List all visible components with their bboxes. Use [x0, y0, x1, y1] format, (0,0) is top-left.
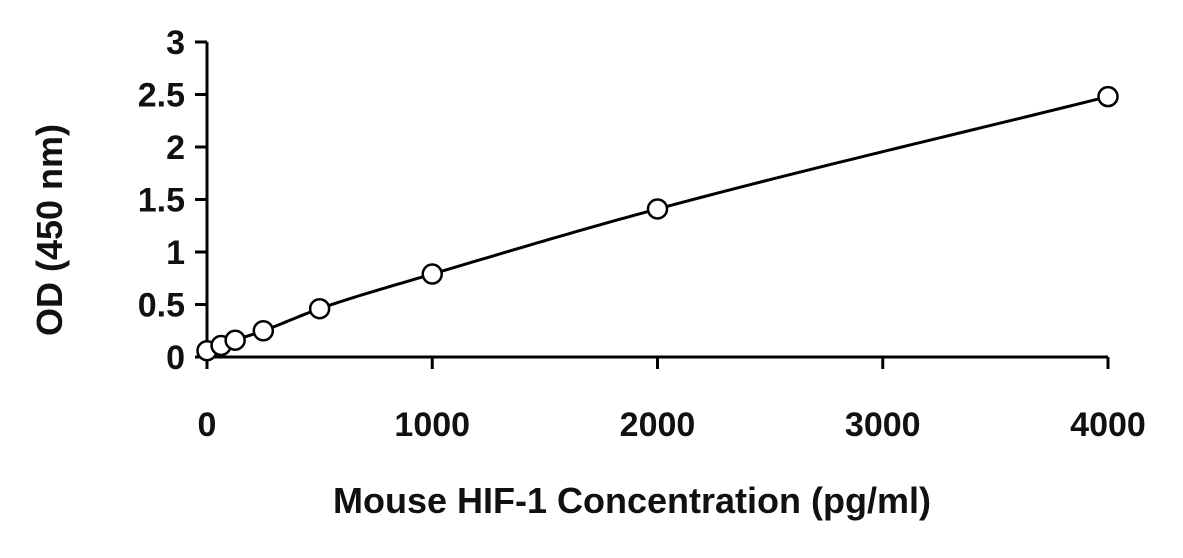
data-point — [646, 198, 669, 220]
y-tick-label: 2.5 — [138, 77, 185, 115]
y-tick-label: 0.5 — [138, 287, 185, 325]
y-tick-label: 0 — [166, 339, 185, 377]
x-tick-label: 4000 — [1070, 406, 1146, 444]
x-tick-labels: 0 1000 2000 3000 4000 — [198, 406, 1146, 444]
y-tick-label: 3 — [166, 24, 185, 62]
plot-area: 0 0.5 1 1.5 2 2.5 3 0 1000 2000 3000 4000 — [138, 24, 1146, 444]
x-tick-label: 1000 — [394, 406, 470, 444]
x-tick-label: 2000 — [620, 406, 696, 444]
fit-curve — [206, 95, 1109, 353]
y-ticks — [195, 40, 207, 359]
data-point — [224, 329, 246, 351]
x-axis-title: Mouse HIF-1 Concentration (pg/ml) — [333, 480, 931, 521]
x-tick-label: 0 — [198, 406, 217, 444]
data-point — [1097, 85, 1119, 108]
y-tick-label: 1.5 — [138, 182, 185, 220]
data-point — [308, 297, 331, 320]
x-ticks — [205, 357, 1110, 369]
y-tick-labels: 0 0.5 1 1.5 2 2.5 3 — [138, 24, 185, 377]
y-tick-label: 2 — [166, 129, 185, 167]
y-axis-title: OD (450 nm) — [29, 124, 70, 336]
x-tick-label: 3000 — [845, 406, 921, 444]
data-points — [196, 85, 1119, 362]
data-point — [421, 263, 443, 285]
data-point — [252, 320, 275, 342]
y-tick-label: 1 — [166, 234, 185, 272]
